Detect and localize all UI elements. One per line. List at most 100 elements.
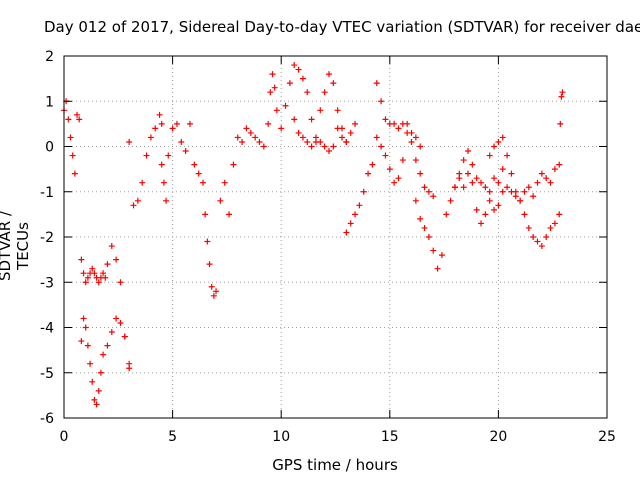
data-point <box>108 329 115 336</box>
data-point <box>247 129 254 136</box>
data-point <box>239 138 246 145</box>
data-point <box>334 125 341 132</box>
data-point <box>82 279 89 286</box>
data-point <box>399 157 406 164</box>
data-point <box>495 179 502 186</box>
data-point <box>464 148 471 155</box>
data-point <box>486 152 493 159</box>
data-point <box>365 170 372 177</box>
x-tick-label: 25 <box>598 429 616 445</box>
data-point <box>273 107 280 114</box>
data-point <box>343 229 350 236</box>
data-point <box>557 120 564 127</box>
data-point <box>186 120 193 127</box>
y-tick-label: 2 <box>45 49 54 65</box>
data-series-sdtvar <box>61 62 566 408</box>
data-point <box>191 161 198 168</box>
x-tick-label: 15 <box>381 429 399 445</box>
data-point <box>321 89 328 96</box>
data-point <box>210 292 217 299</box>
data-point <box>512 188 519 195</box>
data-point <box>408 138 415 145</box>
data-point <box>117 279 124 286</box>
data-point <box>87 360 94 367</box>
data-point <box>430 247 437 254</box>
data-point <box>69 152 76 159</box>
data-point <box>451 184 458 191</box>
data-point <box>317 107 324 114</box>
data-point <box>456 170 463 177</box>
data-point <box>169 125 176 132</box>
data-point <box>482 184 489 191</box>
y-axis-ticks: -6 -5 -4 -3 -2 -1 0 1 2 <box>40 49 607 427</box>
data-point <box>163 197 170 204</box>
data-point <box>304 89 311 96</box>
data-point <box>91 270 98 277</box>
data-point <box>417 170 424 177</box>
data-point <box>499 188 506 195</box>
data-point <box>104 261 111 268</box>
y-tick-label: -3 <box>40 275 54 291</box>
data-point <box>93 401 100 408</box>
data-point <box>373 134 380 141</box>
data-point <box>478 220 485 227</box>
data-point <box>391 179 398 186</box>
y-tick-label: -6 <box>40 411 54 427</box>
data-point <box>82 324 89 331</box>
data-point <box>530 234 537 240</box>
data-point <box>325 71 332 78</box>
data-point <box>434 265 441 272</box>
data-point <box>126 138 133 145</box>
data-point <box>84 342 91 349</box>
x-axis-label: GPS time / hours <box>272 456 398 474</box>
data-point <box>391 120 398 127</box>
data-point <box>71 170 78 177</box>
data-point <box>530 193 537 200</box>
data-point <box>360 188 367 195</box>
data-point <box>425 234 432 240</box>
data-point <box>152 125 159 132</box>
data-point <box>558 93 565 100</box>
y-tick-label: -2 <box>40 230 54 246</box>
data-point <box>495 138 502 145</box>
data-point <box>89 265 96 272</box>
data-point <box>473 206 480 213</box>
data-point <box>330 143 337 150</box>
data-point <box>76 116 83 123</box>
data-point <box>104 342 111 349</box>
data-point <box>559 89 566 96</box>
data-point <box>417 215 424 222</box>
y-tick-label: 1 <box>45 94 54 110</box>
data-point <box>412 157 419 164</box>
data-point <box>121 333 128 340</box>
data-point <box>113 256 120 263</box>
data-point <box>299 134 306 141</box>
data-point <box>113 315 120 322</box>
data-point <box>330 80 337 87</box>
data-point <box>256 138 263 145</box>
data-point <box>478 179 485 186</box>
data-point <box>208 283 215 290</box>
data-point <box>464 170 471 177</box>
data-point <box>143 152 150 159</box>
data-point <box>443 211 450 218</box>
data-point <box>482 211 489 218</box>
data-point <box>156 111 163 118</box>
data-point <box>158 161 165 168</box>
data-point <box>67 134 74 141</box>
data-point <box>217 197 224 204</box>
data-point <box>521 211 528 218</box>
data-point <box>213 288 220 295</box>
data-point <box>421 184 428 191</box>
data-point <box>134 197 141 204</box>
y-axis-label: SDTVAR / TECUs <box>0 211 32 282</box>
data-point <box>386 166 393 173</box>
data-point <box>486 188 493 195</box>
data-point <box>182 148 189 155</box>
data-point <box>147 134 154 141</box>
data-point <box>221 179 228 186</box>
data-point <box>291 116 298 123</box>
data-point <box>78 338 85 345</box>
data-point <box>308 116 315 123</box>
